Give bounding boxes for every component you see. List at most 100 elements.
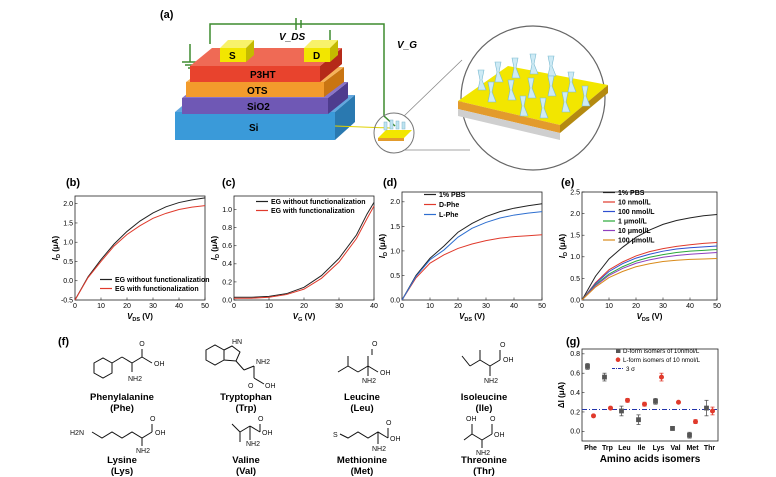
met-o: O	[386, 420, 392, 427]
series-line	[234, 205, 375, 299]
y-tick-label: 1.0	[390, 248, 400, 255]
layer-label-sio2: SiO2	[247, 102, 270, 113]
mol-name-phe: Phenylalanine	[90, 392, 154, 403]
y-tick-label: 1.5	[63, 220, 73, 227]
series-line	[401, 203, 543, 301]
chart-b-output-curves: 0 10 20 30 40 50 -0.5 0.0 0.5 1.0 1.5 2.0 VDS (V) ID …	[51, 195, 210, 323]
mol-abbr-trp: (Trp)	[235, 403, 256, 414]
data-point	[642, 401, 647, 407]
trp-nh2: NH2	[256, 359, 270, 366]
x-axis-label: Amino acids isomers	[600, 454, 701, 465]
met-nh2: NH2	[372, 446, 386, 453]
plot-frame	[74, 195, 206, 301]
drain-electrode	[304, 40, 338, 62]
y-axis-label: ID (μA)	[378, 233, 389, 258]
data-point	[625, 397, 630, 403]
thr-oh: OH	[494, 432, 505, 439]
x-axis-label: VDS (V)	[127, 312, 153, 323]
mol-abbr-met: (Met)	[351, 466, 374, 477]
legend-marker	[616, 348, 621, 353]
y-tick-label: 0.8	[570, 351, 580, 358]
x-tick-label: 0	[73, 303, 77, 310]
category-label: Trp	[602, 445, 613, 452]
category-label: Phe	[584, 445, 597, 452]
x-tick-label: 20	[454, 303, 462, 310]
vds-label: V_DS	[279, 32, 305, 43]
leu-nh2: NH2	[362, 378, 376, 385]
series-line	[74, 197, 206, 301]
lys-o: O	[150, 416, 156, 423]
trp-hn: HN	[232, 339, 242, 346]
x-axis-label: VDS (V)	[637, 312, 663, 323]
mol-abbr-phe: (Phe)	[110, 403, 134, 414]
extended-gate-small	[373, 112, 415, 154]
legend-label: L-Phe	[439, 212, 459, 219]
legend-label: 3 σ	[626, 366, 635, 373]
x-tick-label: 40	[510, 303, 518, 310]
si-layer	[175, 112, 335, 140]
data-point	[704, 405, 709, 411]
ile-oh: OH	[503, 357, 514, 364]
gate-connector	[334, 125, 391, 129]
legend-label: 1 μmol/L	[618, 219, 648, 226]
thr-oh-side: OH	[466, 416, 477, 423]
y-tick-label: 0.5	[63, 259, 73, 266]
mol-name-ile: Isoleucine	[461, 392, 507, 403]
legend-label: L-form isomers of 10 nmol/L	[623, 357, 701, 364]
y-tick-label: 1.0	[570, 254, 580, 261]
legend-label: 100 nmol/L	[618, 209, 655, 216]
mol-name-lys: Lysine	[107, 455, 137, 466]
legend-label: EG without functionalization	[271, 199, 366, 206]
trp-o: O	[248, 383, 254, 390]
data-point	[591, 413, 596, 419]
y-tick-label: -0.5	[61, 297, 73, 304]
panel-c-label: (c)	[222, 177, 236, 189]
y-tick-label: 0.6	[222, 243, 232, 250]
data-point	[693, 419, 698, 425]
panel-a-label: (a)	[160, 9, 174, 21]
battery-icon	[295, 18, 302, 30]
thr-o: O	[490, 416, 496, 423]
drain-label: D	[313, 51, 320, 62]
panel-f-label: (f)	[58, 336, 69, 348]
mol-abbr-thr: (Thr)	[473, 466, 495, 477]
data-point	[676, 399, 681, 405]
legend-marker	[615, 357, 621, 363]
methionine-structure	[339, 428, 389, 444]
series-line	[581, 242, 718, 301]
x-tick-label: 40	[175, 303, 183, 310]
series-line	[581, 251, 718, 301]
val-o: O	[258, 416, 264, 423]
x-tick-label: 0	[232, 303, 236, 310]
mol-name-met: Methionine	[337, 455, 387, 466]
x-tick-label: 30	[482, 303, 490, 310]
lys-h2n: H2N	[70, 430, 84, 437]
y-tick-label: 0.0	[390, 297, 400, 304]
category-label: Lys	[653, 445, 665, 452]
data-point	[659, 374, 664, 380]
layer-label-p3ht: P3HT	[250, 70, 276, 81]
molecule-names: Phenylalanine (Phe) Tryptophan (Trp) Leu…	[90, 392, 507, 477]
data-point	[687, 432, 692, 438]
y-tick-label: 0.8	[222, 225, 232, 232]
y-tick-label: 2.0	[390, 199, 400, 206]
y-axis-label: ID (μA)	[558, 233, 569, 258]
legend-label: 10 nmol/L	[618, 200, 651, 207]
series-line	[581, 248, 718, 301]
legend-label: 1% PBS	[618, 190, 645, 197]
category-label: Thr	[704, 445, 716, 452]
y-tick-label: 1.0	[63, 240, 73, 247]
x-tick-label: 20	[123, 303, 131, 310]
legend-label: 100 μmol/L	[618, 238, 655, 245]
layer-label-si: Si	[249, 123, 259, 134]
ile-nh2: NH2	[484, 378, 498, 385]
series-line	[581, 258, 718, 301]
y-tick-label: 0.5	[390, 273, 400, 280]
phe-o: O	[139, 341, 145, 348]
data-point	[585, 364, 590, 369]
data-point	[653, 398, 658, 404]
y-tick-label: 0.4	[570, 390, 580, 397]
x-tick-label: 50	[538, 303, 546, 310]
source-electrode	[220, 40, 254, 62]
